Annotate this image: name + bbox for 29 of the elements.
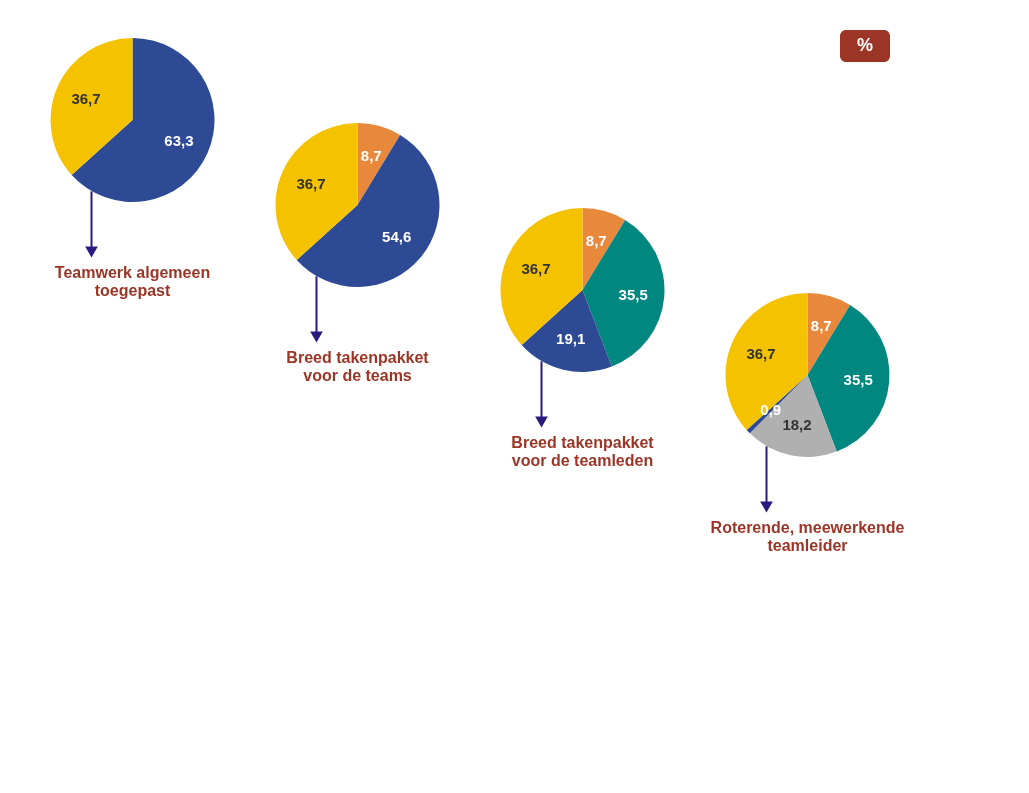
text: % [856, 35, 874, 55]
pie-slice [275, 123, 358, 260]
data-label: 8,7 [360, 147, 382, 165]
pie-slice [749, 375, 837, 457]
data-label: 36,7 [746, 345, 776, 363]
pie-slice [296, 134, 440, 287]
data-label: 36,7 [71, 90, 101, 108]
data-label: 8,7 [585, 232, 607, 250]
pie-slice [521, 290, 612, 372]
pie-slice [807, 293, 851, 375]
data-label: 0,9 [760, 401, 782, 419]
pie-slice [71, 38, 215, 202]
text: Breed takenpakket voor de teamleden [511, 434, 655, 469]
data-label: 54,6 [382, 228, 412, 246]
data-label: 63,3 [164, 131, 194, 149]
data-label: 36,7 [296, 175, 326, 193]
data-label: 8,7 [810, 317, 832, 335]
text: Breed takenpakket voor de teams [286, 349, 430, 384]
data-label: 18,2 [782, 415, 812, 433]
pie-slice [582, 208, 626, 290]
data-label: 36,7 [521, 260, 551, 278]
pie-slice [357, 123, 401, 205]
pie-slice [500, 208, 583, 345]
pie-slice [50, 38, 133, 175]
data-label: 35,5 [618, 285, 648, 303]
text: Roterende, meewerkende teamleider [710, 519, 905, 554]
text: Teamwerk algemeen toegepast [54, 264, 211, 299]
data-label: 19,1 [556, 330, 586, 348]
data-label: 35,5 [843, 370, 873, 388]
